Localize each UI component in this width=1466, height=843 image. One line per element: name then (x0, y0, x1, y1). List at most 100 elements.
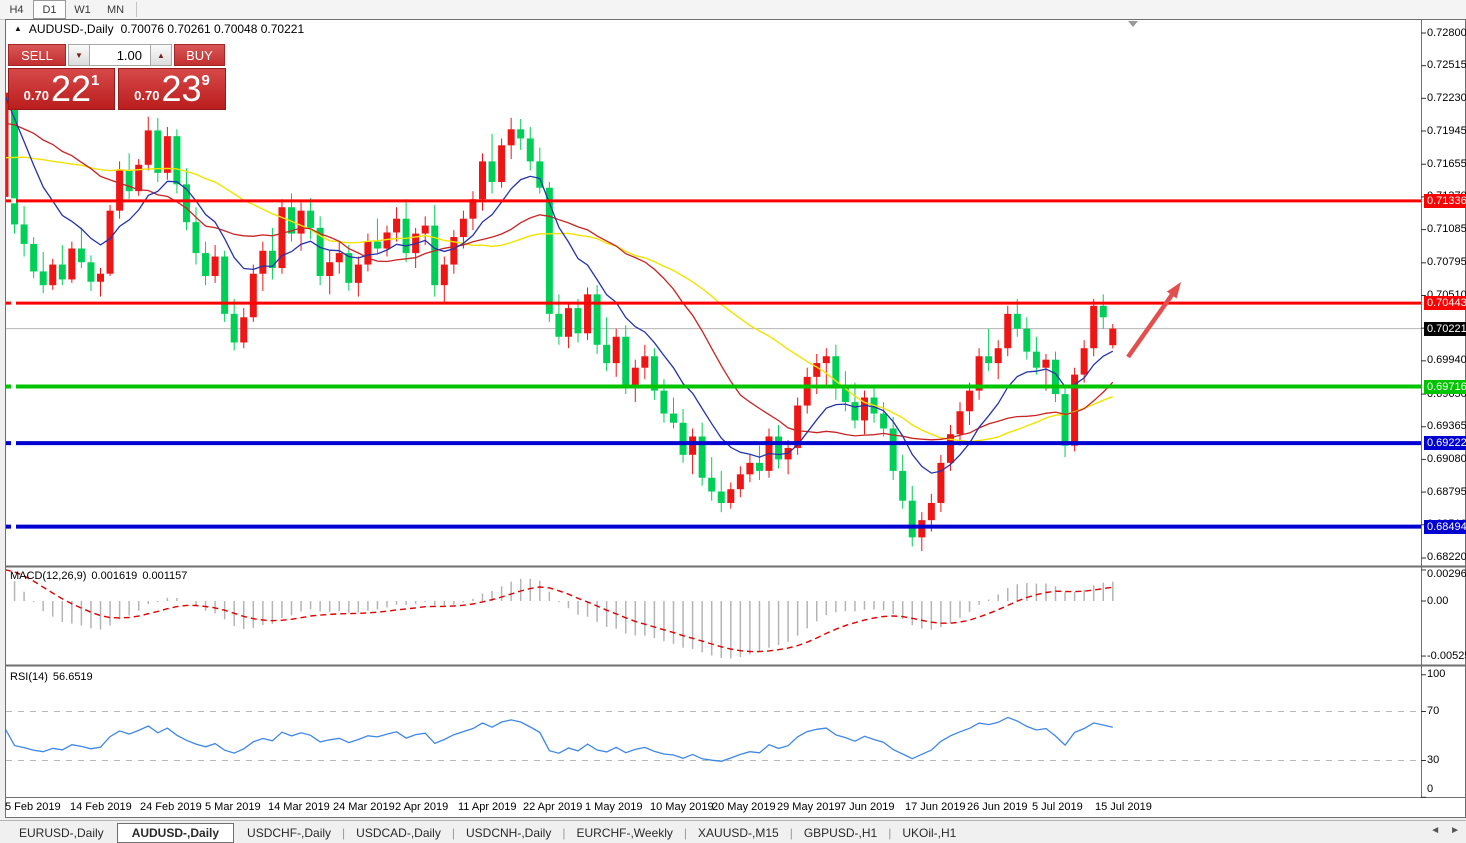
rsi-axis-label: 70 (1427, 705, 1440, 717)
chart-tab-usdcnh[interactable]: USDCNH-,Daily (465, 825, 552, 840)
chart-tab-xauusd[interactable]: XAUUSD-,M15 (698, 825, 779, 840)
price-tick-label: 0.71655 (1427, 157, 1466, 170)
buy-price-pips: 23 (161, 68, 202, 109)
price-tick-label: 0.68795 (1427, 485, 1466, 498)
level-line-handle (11, 300, 16, 306)
sell-button[interactable]: SELL (8, 44, 66, 66)
expand-triangle-icon[interactable]: ▲ (14, 24, 22, 33)
tabs-scroll-left-icon[interactable]: ◄ (1430, 825, 1441, 836)
price-tick-label: 0.68220 (1427, 551, 1466, 564)
date-axis-label: 29 May 2019 (777, 801, 841, 813)
spinner-up-icon: ▲ (157, 50, 165, 60)
date-axis-label: 11 Apr 2019 (458, 801, 517, 813)
date-axis-label: 15 Jul 2019 (1095, 801, 1152, 813)
rsi-name: RSI(14) (10, 671, 48, 683)
price-tick-label: 0.72230 (1427, 91, 1466, 104)
date-axis-label: 24 Feb 2019 (140, 801, 202, 813)
date-axis-label: 14 Mar 2019 (268, 801, 330, 813)
date-axis-label: 7 Jun 2019 (840, 801, 895, 813)
rsi-indicator-label: RSI(14) 56.6519 (10, 671, 93, 683)
price-tick-label: 0.69365 (1427, 420, 1466, 433)
date-axis-label: 2 Apr 2019 (395, 801, 449, 813)
date-axis-label: 26 Jun 2019 (967, 801, 1028, 813)
volume-input[interactable] (90, 44, 150, 66)
date-axis-label: 22 Apr 2019 (523, 801, 583, 813)
price-tick-label: 0.70795 (1427, 256, 1466, 269)
macd-name: MACD(12,26,9) (10, 570, 87, 582)
volume-increase-button[interactable]: ▲ (150, 44, 172, 66)
price-tick-label: 0.69940 (1427, 354, 1466, 367)
price-level-tag: 0.70443 (1424, 296, 1466, 311)
chart-ohlc-values: 0.70076 0.70261 0.70048 0.70221 (120, 22, 305, 36)
date-axis-label: 1 May 2019 (585, 801, 643, 813)
rsi-axis-label: 0 (1427, 782, 1434, 795)
timeframe-button-h4[interactable]: H4 (9, 3, 24, 16)
tab-separator: | (888, 825, 892, 840)
one-click-trading-panel: SELL ▼ ▲ BUY 0.70 22 1 0.70 23 9 (8, 44, 227, 110)
chart-tab-audusd[interactable]: AUDUSD-,Daily (116, 822, 235, 843)
level-line-handle (11, 440, 16, 446)
tab-separator: | (683, 825, 688, 840)
macd-axis-min: -0.005255 (1427, 649, 1466, 662)
rsi-pane (6, 711, 1421, 762)
chart-shift-marker-icon[interactable] (1128, 21, 1138, 27)
level-line-handle (11, 524, 16, 530)
macd-indicator-label: MACD(12,26,9) 0.001619 0.001157 (10, 570, 187, 582)
macd-axis-max: 0.002962 (1427, 568, 1466, 580)
price-tick-label: 0.69080 (1427, 452, 1466, 465)
current-price-tag: 0.70221 (1424, 321, 1466, 336)
volume-decrease-button[interactable]: ▼ (68, 44, 90, 66)
timeframe-button-d1[interactable]: D1 (33, 0, 66, 19)
spinner-down-icon: ▼ (75, 50, 83, 60)
date-axis-label: 5 Jul 2019 (1032, 801, 1083, 813)
date-axis-label: 17 Jun 2019 (905, 801, 966, 813)
toolbar-divider (136, 2, 137, 17)
chart-tab-eurusd[interactable]: EURUSD-,Daily (19, 825, 104, 840)
buy-price-point: 9 (201, 72, 210, 89)
level-line-handle (11, 384, 16, 390)
tab-separator: | (789, 825, 793, 840)
price-tick-label: 0.72515 (1427, 59, 1466, 72)
date-axis-label: 5 Mar 2019 (205, 801, 261, 813)
price-level-tag: 0.69222 (1424, 436, 1466, 451)
chart-tab-eurchf[interactable]: EURCHF-,Weekly (576, 825, 673, 840)
buy-price-button[interactable]: 0.70 23 9 (118, 68, 226, 110)
sell-price-button[interactable]: 0.70 22 1 (8, 68, 115, 110)
chart-tab-ukoil[interactable]: UKOil-,H1 (902, 825, 957, 840)
chart-title: ▲ AUDUSD-,Daily 0.70076 0.70261 0.70048 … (14, 21, 304, 37)
chart-symbol-period: AUDUSD-,Daily (28, 22, 114, 36)
price-level-tag: 0.71336 (1424, 193, 1466, 208)
level-line-handle (11, 198, 16, 204)
buy-price-prefix: 0.70 (134, 88, 160, 103)
tab-separator: | (342, 825, 346, 840)
price-tick-label: 0.72800 (1427, 26, 1466, 39)
rsi-axis-label: 30 (1427, 754, 1440, 766)
sell-price-prefix: 0.70 (23, 88, 49, 103)
date-axis-label: 5 Feb 2019 (5, 801, 61, 813)
sell-price-point: 1 (91, 72, 100, 89)
trend-arrow-annotation (1126, 288, 1178, 359)
buy-button[interactable]: BUY (174, 44, 225, 66)
main-price-pane (6, 88, 1421, 552)
tab-separator: | (562, 825, 566, 840)
sell-price-pips: 22 (50, 68, 91, 109)
tabs-scroll-right-icon[interactable]: ► (1450, 825, 1460, 836)
chart-tab-usdchf[interactable]: USDCHF-,Daily (247, 825, 332, 840)
price-level-tag: 0.69716 (1424, 379, 1466, 394)
chart-tab-usdcad[interactable]: USDCAD-,Daily (356, 825, 441, 840)
rsi-axis-label: 100 (1427, 668, 1446, 681)
tab-separator: | (451, 825, 455, 840)
price-level-tag: 0.68494 (1424, 519, 1466, 534)
price-tick-label: 0.71085 (1427, 223, 1466, 236)
chart-tab-bar: ◄ ► EURUSD-,Daily AUDUSD-,Daily USDCHF-,Da… (0, 820, 1466, 843)
date-axis-label: 14 Feb 2019 (70, 801, 132, 813)
timeframe-button-w1[interactable]: W1 (74, 3, 91, 16)
date-axis-label: 24 Mar 2019 (333, 801, 395, 813)
rsi-value: 56.6519 (52, 671, 93, 683)
price-tick-label: 0.71945 (1427, 124, 1466, 137)
chart-tab-gbpusd[interactable]: GBPUSD-,H1 (803, 825, 878, 840)
timeframe-button-mn[interactable]: MN (106, 3, 125, 16)
macd-signal-value: 0.001157 (142, 570, 188, 582)
